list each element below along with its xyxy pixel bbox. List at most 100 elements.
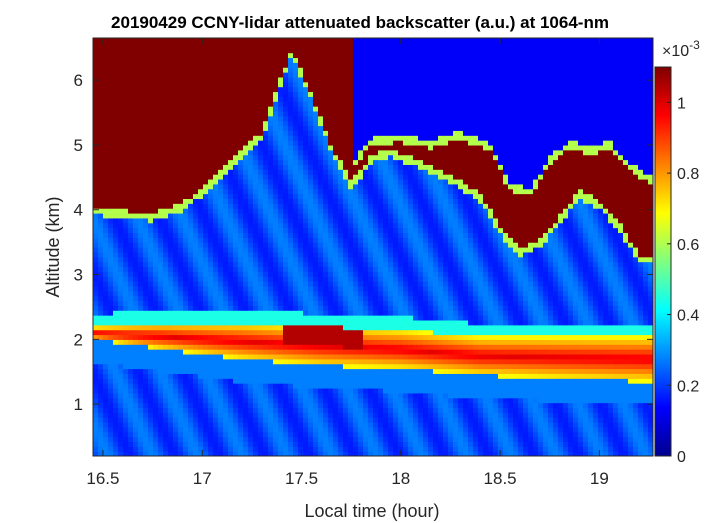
heatmap-cell <box>323 42 329 49</box>
heatmap-cell <box>193 217 199 224</box>
heatmap-cell <box>368 96 374 102</box>
heatmap-cell <box>328 319 334 326</box>
heatmap-cell <box>343 86 349 93</box>
heatmap-cell <box>133 110 139 117</box>
heatmap-cell <box>323 295 329 302</box>
heatmap-cell <box>303 295 309 302</box>
heatmap-cell <box>213 174 219 180</box>
heatmap-cell <box>178 183 184 190</box>
heatmap-cell <box>173 57 179 63</box>
heatmap-cell <box>188 378 194 384</box>
heatmap-cell <box>118 164 124 170</box>
heatmap-cell <box>358 378 364 384</box>
heatmap-cell <box>198 203 204 209</box>
heatmap-cell <box>133 266 139 272</box>
heatmap-cell <box>338 315 344 321</box>
heatmap-cell <box>183 81 189 88</box>
heatmap-cell <box>288 426 294 433</box>
heatmap-cell <box>218 446 224 452</box>
heatmap-cell <box>98 431 104 438</box>
heatmap-cell <box>178 52 184 59</box>
heatmap-cell <box>113 242 119 248</box>
heatmap-cell <box>163 140 169 146</box>
heatmap-cell <box>118 392 124 399</box>
heatmap-cell <box>243 412 249 418</box>
heatmap-cell <box>198 319 204 326</box>
heatmap-cell <box>123 383 129 389</box>
heatmap-cell <box>278 154 284 161</box>
heatmap-cell <box>343 232 349 238</box>
heatmap-cell <box>273 115 279 122</box>
heatmap-cell <box>183 407 189 413</box>
heatmap-cell <box>108 319 114 326</box>
heatmap-cell <box>98 212 104 219</box>
heatmap-cell <box>143 52 149 59</box>
heatmap-cell <box>143 212 149 219</box>
heatmap-cell <box>203 290 209 297</box>
heatmap-cell <box>303 421 309 428</box>
heatmap-cell <box>348 276 354 282</box>
heatmap-cell <box>188 324 194 331</box>
heatmap-cell <box>323 436 329 443</box>
heatmap-cell <box>173 285 179 292</box>
heatmap-cell <box>143 47 149 54</box>
heatmap-cell <box>263 110 269 117</box>
heatmap-cell <box>163 62 169 68</box>
heatmap-cell <box>278 412 284 418</box>
heatmap-cell <box>268 101 274 107</box>
heatmap-cell <box>148 57 154 63</box>
heatmap-cell <box>213 266 219 272</box>
heatmap-cell <box>313 217 319 224</box>
heatmap-cell <box>133 47 139 54</box>
heatmap-cell <box>283 266 289 272</box>
heatmap-cell <box>313 110 319 117</box>
heatmap-cell <box>228 212 234 219</box>
heatmap-cell <box>178 441 184 447</box>
heatmap-cell <box>238 125 244 131</box>
heatmap-cell <box>183 266 189 272</box>
heatmap-cell <box>268 349 274 355</box>
heatmap-cell <box>268 436 274 443</box>
heatmap-cell <box>108 42 114 49</box>
heatmap-cell <box>193 295 199 302</box>
heatmap-cell <box>103 110 109 117</box>
heatmap-cell <box>353 76 359 83</box>
heatmap-cell <box>233 135 239 141</box>
heatmap-cell <box>238 52 244 59</box>
heatmap-cell <box>318 130 324 136</box>
heatmap-cell <box>343 125 349 131</box>
heatmap-cell <box>118 339 124 345</box>
heatmap-cell <box>253 261 259 268</box>
heatmap-cell <box>263 344 269 350</box>
heatmap-cell <box>218 305 224 311</box>
heatmap-cell <box>308 140 314 146</box>
heatmap-cell <box>168 198 174 204</box>
heatmap-cell <box>133 383 139 389</box>
heatmap-cell <box>283 169 289 175</box>
heatmap-cell <box>93 101 99 107</box>
heatmap-cell <box>248 52 254 59</box>
heatmap-cell <box>298 329 304 336</box>
heatmap-cell <box>273 130 279 136</box>
heatmap-cell <box>198 149 204 156</box>
heatmap-cell <box>108 310 114 316</box>
heatmap-cell <box>228 349 234 355</box>
heatmap-cell <box>108 67 114 73</box>
heatmap-cell <box>258 451 264 456</box>
heatmap-cell <box>318 222 324 229</box>
heatmap-cell <box>298 305 304 311</box>
heatmap-cell <box>138 76 144 83</box>
heatmap-cell <box>173 237 179 243</box>
heatmap-cell <box>173 42 179 49</box>
heatmap-cell <box>178 285 184 292</box>
heatmap-cell <box>108 417 114 423</box>
heatmap-cell <box>293 232 299 238</box>
heatmap-cell <box>148 203 154 209</box>
heatmap-cell <box>128 174 134 180</box>
heatmap-cell <box>268 120 274 127</box>
heatmap-cell <box>103 358 109 365</box>
heatmap-cell <box>318 178 324 185</box>
heatmap-cell <box>343 281 349 287</box>
heatmap-cell <box>158 237 164 243</box>
heatmap-cell <box>203 300 209 306</box>
